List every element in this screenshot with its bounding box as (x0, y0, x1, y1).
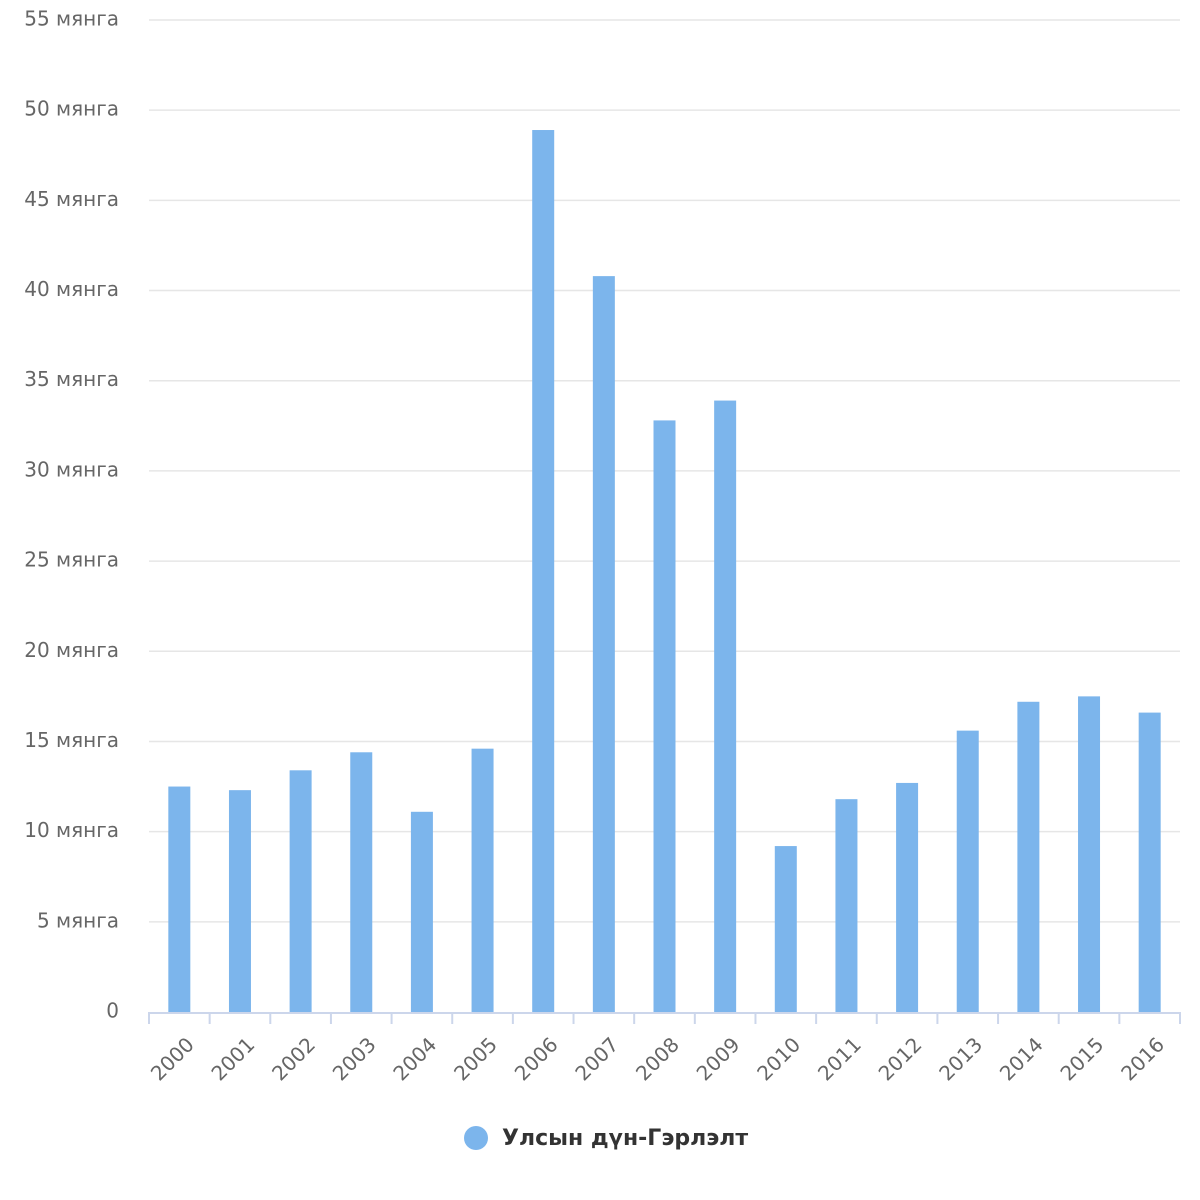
bar (1017, 701, 1040, 1012)
bar (350, 752, 373, 1012)
x-tick-label: 2016 (1116, 1032, 1169, 1085)
bar (835, 799, 858, 1012)
x-tick-label: 2014 (995, 1032, 1048, 1085)
legend-marker (464, 1126, 488, 1150)
bar (592, 276, 615, 1013)
y-tick-label: 10 мянга (24, 818, 119, 842)
bar (532, 130, 555, 1012)
x-tick-label: 2005 (449, 1032, 502, 1085)
bar (168, 786, 191, 1012)
y-tick-label: 0 (106, 999, 119, 1023)
y-tick-label: 45 мянга (24, 187, 119, 211)
bar (653, 420, 676, 1012)
x-tick-label: 2002 (267, 1032, 320, 1085)
bar (714, 400, 737, 1012)
bar (289, 770, 312, 1012)
y-tick-label: 5 мянга (37, 908, 119, 932)
bar (410, 811, 433, 1012)
x-tick-label: 2003 (328, 1032, 381, 1085)
x-tick-label: 2001 (206, 1032, 259, 1085)
bar (896, 782, 919, 1012)
x-tick-label: 2008 (631, 1032, 684, 1085)
y-tick-label: 25 мянга (24, 548, 119, 572)
bar (471, 748, 494, 1012)
legend-label: Улсын дүн-Гэрлэлт (502, 1126, 748, 1151)
x-tick-label: 2015 (1055, 1032, 1108, 1085)
bar (956, 730, 979, 1012)
bar (228, 790, 251, 1012)
x-tick-label: 2009 (692, 1032, 745, 1085)
bar (1138, 712, 1161, 1012)
y-tick-label: 55 мянга (24, 7, 119, 31)
x-tick-label: 2004 (388, 1032, 441, 1085)
x-tick-label: 2011 (813, 1032, 866, 1085)
bar (774, 846, 797, 1012)
x-tick-label: 2000 (146, 1032, 199, 1085)
x-tick-label: 2010 (752, 1032, 805, 1085)
y-tick-label: 15 мянга (24, 728, 119, 752)
y-tick-label: 35 мянга (24, 367, 119, 391)
y-tick-label: 30 мянга (24, 457, 119, 481)
x-tick-label: 2013 (934, 1032, 987, 1085)
bar (1078, 696, 1101, 1012)
y-tick-label: 20 мянга (24, 638, 119, 662)
x-tick-label: 2006 (510, 1032, 563, 1085)
y-tick-label: 50 мянга (24, 97, 119, 121)
x-tick-label: 2012 (874, 1032, 927, 1085)
x-tick-label: 2007 (570, 1032, 623, 1085)
y-tick-label: 40 мянга (24, 277, 119, 301)
